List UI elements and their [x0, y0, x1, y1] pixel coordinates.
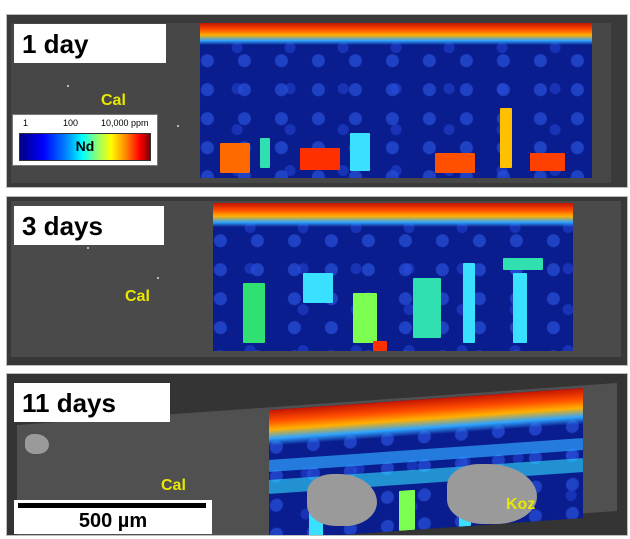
nd-map-1-day — [200, 23, 592, 178]
nd-color-scale-legend: 1 100 10,000 ppm Nd — [12, 114, 158, 166]
nd-map-3-days — [213, 203, 573, 351]
phase-label-cal-3: Cal — [125, 288, 150, 305]
speck — [177, 125, 179, 127]
phase-label-cal-1: Cal — [101, 92, 126, 109]
speck — [87, 247, 89, 249]
phase-label-cal-11: Cal — [161, 477, 186, 494]
scale-bar: 500 µm — [14, 500, 212, 534]
legend-tick-max: 10,000 ppm — [101, 118, 149, 128]
koz-grain — [25, 434, 49, 454]
legend-color-bar — [19, 133, 151, 161]
speck — [157, 277, 159, 279]
phase-label-koz: Koz — [506, 496, 536, 513]
scale-bar-line — [18, 503, 206, 508]
koz-grain — [307, 474, 377, 526]
legend-tick-min: 1 — [23, 118, 29, 128]
legend-element: Nd — [75, 138, 95, 154]
legend-tick-mid: 100 — [63, 118, 79, 128]
koz-grain — [447, 464, 537, 524]
legend-ticks: 1 100 10,000 ppm — [13, 118, 157, 130]
panel-label-11-days: 11 days — [14, 383, 170, 422]
panel-label-3-days: 3 days — [14, 206, 164, 245]
scale-bar-label: 500 µm — [78, 510, 148, 532]
panel-label-1-day: 1 day — [14, 24, 166, 63]
speck — [67, 85, 69, 87]
